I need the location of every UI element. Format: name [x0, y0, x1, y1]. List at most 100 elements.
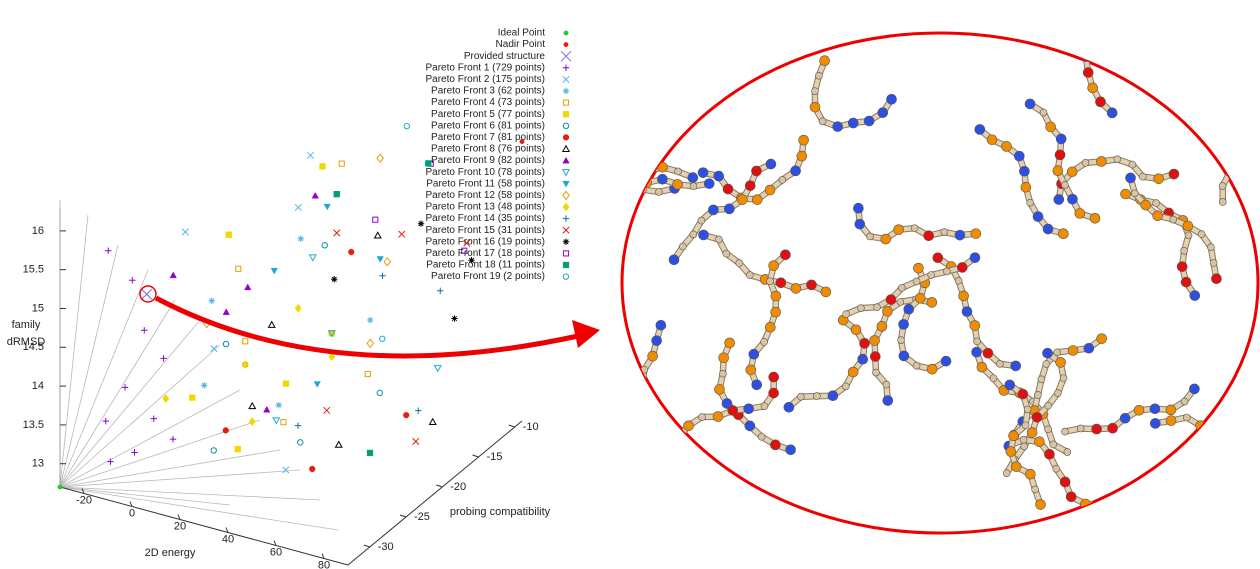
atom [1061, 427, 1069, 436]
marker [235, 265, 242, 272]
atom [652, 497, 664, 509]
atom [760, 338, 768, 346]
marker [57, 484, 63, 490]
atom [1058, 228, 1069, 239]
marker [297, 439, 304, 446]
z-tick-label: 14.5 [23, 341, 44, 353]
atom [1026, 198, 1034, 207]
atom [885, 294, 897, 305]
marker [208, 297, 215, 304]
atom [954, 276, 963, 285]
atom [926, 297, 938, 308]
atom [1082, 67, 1094, 78]
legend-label: Pareto Front 5 (77 points) [431, 109, 545, 120]
atom [1035, 499, 1046, 510]
atom [1143, 6, 1150, 13]
atom [954, 229, 966, 241]
atom [1025, 468, 1036, 480]
atom [1059, 374, 1068, 382]
atom [842, 310, 850, 318]
atom [1004, 379, 1016, 391]
atom [1140, 199, 1151, 211]
atom [1241, 85, 1250, 93]
atom [958, 290, 969, 302]
marker [323, 203, 331, 211]
atom [624, 123, 635, 135]
atom [719, 369, 727, 378]
x-tick [321, 553, 325, 559]
atom [1032, 211, 1044, 222]
atom [926, 363, 938, 375]
atom [765, 321, 776, 333]
atom [744, 420, 756, 432]
atom [790, 283, 802, 294]
atom [1024, 98, 1036, 110]
atom [1237, 458, 1249, 469]
atom [1087, 82, 1098, 94]
atom [594, 203, 604, 213]
atom [1180, 246, 1188, 255]
legend-marker [563, 30, 569, 36]
legend-marker [562, 202, 570, 212]
marker [367, 316, 374, 324]
y-tick-label: -30 [378, 541, 394, 553]
atom [912, 277, 921, 286]
backbone [622, 185, 678, 247]
atom [1214, 66, 1226, 78]
marker [102, 417, 109, 425]
atom [672, 179, 683, 190]
atom [760, 402, 769, 410]
atom [850, 324, 862, 336]
arrow [154, 295, 579, 359]
atom [1034, 436, 1045, 448]
atom [1126, 10, 1136, 20]
atom [882, 306, 893, 317]
atom [718, 352, 729, 364]
atom [638, 541, 648, 551]
atom [853, 202, 864, 214]
atom [1131, 189, 1139, 198]
atom [679, 242, 687, 251]
atom [768, 260, 779, 271]
atom [1053, 194, 1065, 205]
atom [770, 306, 781, 318]
atom [698, 413, 706, 421]
atom [1053, 348, 1061, 357]
x-tick-label: 80 [318, 559, 330, 569]
backbone [977, 127, 1066, 236]
atom [722, 183, 734, 195]
atom [689, 230, 698, 239]
atom [1182, 413, 1191, 422]
atom [1189, 290, 1201, 301]
x-tick-label: 0 [129, 507, 135, 519]
atom [882, 395, 894, 406]
atom [780, 249, 791, 261]
atom [797, 392, 805, 401]
legend-label: Pareto Front 10 (78 points) [425, 167, 545, 178]
atom [638, 381, 646, 390]
atom [713, 170, 725, 182]
marker [366, 449, 374, 457]
atom [1199, 435, 1211, 447]
marker [372, 216, 379, 223]
marker [282, 466, 290, 474]
atom [586, 182, 596, 192]
legend-marker [562, 87, 570, 95]
atom [971, 346, 982, 358]
atom [1218, 198, 1227, 206]
backbone [872, 296, 935, 403]
atom [1218, 182, 1227, 190]
atom [1170, 55, 1182, 66]
atom [735, 259, 744, 267]
atom [672, 432, 684, 444]
atom [1001, 141, 1012, 152]
legend-label: Pareto Front 6 (81 points) [431, 120, 545, 131]
marker [348, 248, 355, 256]
marker [141, 327, 148, 334]
atom [1207, 243, 1215, 252]
atom [674, 167, 682, 176]
y-tick-label: -20 [450, 481, 466, 493]
marker [373, 231, 382, 239]
